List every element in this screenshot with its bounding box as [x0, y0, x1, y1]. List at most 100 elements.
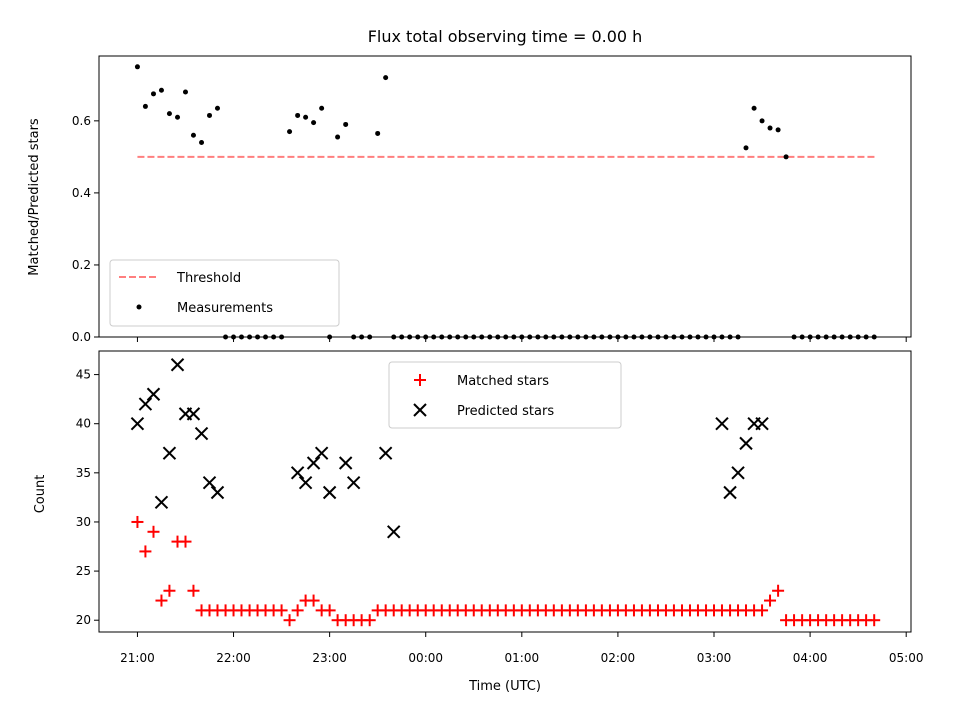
- ratio-y-axis-label: Matched/Predicted stars: [27, 118, 42, 276]
- predicted-star-marker: [346, 475, 361, 490]
- matched-legend-swatch: [414, 374, 426, 386]
- threshold-legend-label: Threshold: [176, 271, 241, 286]
- predicted-star-marker: [723, 485, 737, 500]
- measurement-point: [743, 145, 749, 151]
- matched-star-marker: [179, 535, 192, 548]
- ratio-y-tick-label: 0.4: [72, 186, 91, 200]
- ratio-y-tick-label: 0.0: [72, 330, 91, 344]
- predicted-star-marker: [378, 446, 393, 460]
- measurement-point: [751, 105, 757, 111]
- predicted-star-marker: [162, 446, 177, 460]
- matched-star-marker: [756, 604, 769, 617]
- measurement-point: [759, 118, 765, 124]
- predicted-star-marker: [194, 426, 209, 441]
- ratio-y-tick-label: 0.2: [72, 258, 91, 272]
- count-plot-area: [130, 358, 881, 627]
- matched-star-marker: [307, 594, 320, 607]
- measurements-legend-swatch: [136, 304, 142, 310]
- predicted-star-marker: [314, 446, 329, 460]
- count-x-tick-label: 23:00: [312, 651, 347, 665]
- predicted-star-marker: [154, 495, 169, 510]
- count-y-tick-label: 35: [76, 466, 91, 480]
- count-y-ticks: 20 25 30 35 40 45: [76, 368, 99, 627]
- predicted-star-marker: [755, 416, 769, 431]
- matched-star-marker: [131, 515, 144, 528]
- ratio-legend: Threshold Measurements: [109, 259, 340, 327]
- measurement-point: [303, 114, 309, 120]
- measurement-point: [295, 112, 301, 118]
- x-axis-label: Time (UTC): [468, 679, 541, 694]
- predicted-star-marker: [731, 466, 745, 480]
- predicted-star-marker: [715, 416, 729, 431]
- measurement-point: [343, 121, 349, 127]
- predicted-star-marker: [298, 475, 313, 490]
- predicted-star-marker: [138, 397, 153, 411]
- count-x-tick-label: 04:00: [793, 651, 828, 665]
- predicted-star-marker: [387, 525, 401, 539]
- measurement-point: [190, 132, 196, 138]
- ratio-y-tick-label: 0.6: [72, 114, 91, 128]
- matched-star-marker: [772, 584, 785, 597]
- matched-star-marker: [764, 594, 777, 607]
- ratio-axes-frame: [98, 55, 912, 338]
- count-x-tick-label: 03:00: [697, 651, 732, 665]
- matched-star-marker: [147, 525, 160, 538]
- predicted-star-marker: [739, 436, 753, 451]
- ratio-panel: 0.0 0.2 0.4 0.6 Matched/Predicted stars Thr…: [27, 55, 912, 344]
- matched-star-marker: [868, 614, 881, 627]
- matched-star-marker: [323, 604, 336, 617]
- matched-star-marker: [283, 614, 296, 627]
- count-x-tick-label: 21:00: [120, 651, 155, 665]
- predicted-star-marker: [322, 485, 337, 500]
- count-x-tick-label: 02:00: [601, 651, 636, 665]
- matched-star-marker: [291, 604, 304, 617]
- predicted-star-marker: [146, 387, 161, 401]
- predicted-star-marker: [210, 485, 225, 500]
- matched-legend-label: Matched stars: [457, 374, 549, 389]
- predicted-legend-label: Predicted stars: [457, 404, 554, 419]
- predicted-star-marker: [186, 407, 201, 421]
- count-x-ticks: 21:00 22:00 23:00 00:00 01:00 02:00 03:00 04:00…: [120, 632, 923, 665]
- matched-star-marker: [155, 594, 168, 607]
- predicted-star-marker: [338, 456, 353, 470]
- figure-title: Flux total observing time = 0.00 h: [368, 27, 643, 46]
- measurement-point: [199, 139, 205, 145]
- ratio-y-ticks: 0.0 0.2 0.4 0.6: [72, 114, 99, 344]
- count-x-tick-label: 22:00: [216, 651, 251, 665]
- measurement-point: [166, 111, 172, 117]
- measurements-legend-label: Measurements: [177, 301, 273, 316]
- measurement-point: [142, 103, 148, 109]
- measurement-point: [335, 134, 341, 140]
- matched-star-marker: [187, 584, 200, 597]
- count-y-tick-label: 45: [76, 368, 91, 382]
- measurement-point: [287, 129, 293, 135]
- matched-star-marker: [139, 545, 152, 558]
- matched-star-marker: [363, 614, 376, 627]
- predicted-star-marker: [130, 416, 145, 431]
- count-x-tick-label: 01:00: [505, 651, 540, 665]
- measurement-point: [319, 105, 325, 111]
- measurement-point: [158, 87, 164, 93]
- count-legend-box: [388, 361, 622, 429]
- count-y-tick-label: 40: [76, 417, 91, 431]
- measurement-point: [383, 75, 389, 81]
- predicted-star-marker: [170, 358, 185, 372]
- measurement-point: [207, 112, 213, 118]
- count-y-tick-label: 30: [76, 515, 91, 529]
- measurement-point: [775, 127, 781, 133]
- count-axes-frame: [98, 350, 912, 633]
- count-y-axis-label: Count: [33, 475, 48, 514]
- measurement-point: [182, 89, 188, 95]
- matched-star-marker: [275, 604, 288, 617]
- measurement-point: [767, 125, 773, 131]
- ratio-legend-box: [109, 259, 340, 327]
- count-y-tick-label: 25: [76, 564, 91, 578]
- count-panel: 20 25 30 35 40 45 21:00 22:00 23:00 00:00 01:00 02…: [33, 350, 923, 694]
- measurement-point: [375, 130, 381, 136]
- predicted-legend-swatch: [413, 403, 427, 417]
- measurement-point: [311, 120, 317, 126]
- measurement-point: [175, 114, 181, 120]
- matched-star-marker: [163, 584, 176, 597]
- measurement-point: [134, 64, 140, 70]
